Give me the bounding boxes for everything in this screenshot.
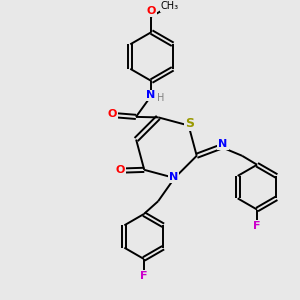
Text: O: O [107,109,117,119]
Text: CH₃: CH₃ [161,1,179,11]
Text: H: H [157,93,164,103]
Text: N: N [218,140,228,149]
Text: O: O [116,165,125,176]
Text: N: N [169,172,178,182]
Text: S: S [185,117,194,130]
Text: O: O [147,6,156,16]
Text: F: F [140,271,148,281]
Text: N: N [146,90,155,100]
Text: F: F [253,221,261,231]
